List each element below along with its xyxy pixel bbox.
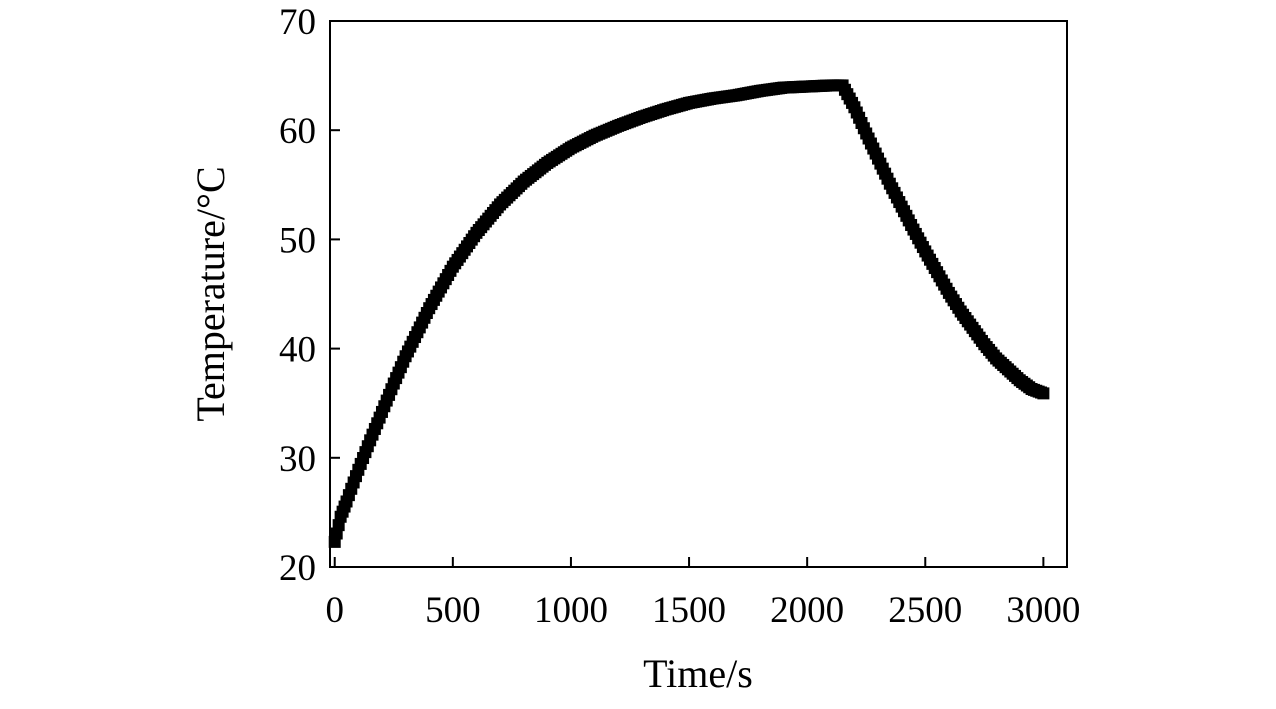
data-point <box>869 147 882 160</box>
data-point <box>397 355 410 368</box>
y-tick-label: 30 <box>279 439 316 480</box>
x-tick-label: 2500 <box>888 590 962 631</box>
data-point <box>857 122 870 135</box>
y-tick-label: 40 <box>279 330 316 371</box>
data-point <box>1035 386 1048 399</box>
x-axis-tick-labels: 0 500 1000 1500 2000 2500 3000 <box>325 590 1080 631</box>
y-axis-tick-labels: 20 30 40 50 60 70 <box>279 2 316 589</box>
data-point <box>332 519 345 532</box>
data-point <box>881 172 894 185</box>
x-axis-title: Time/s <box>643 651 753 696</box>
x-tick-label: 1000 <box>534 590 608 631</box>
plot-area-frame <box>329 20 1068 568</box>
x-axis-ticks <box>333 557 1045 567</box>
y-tick-label: 60 <box>279 111 316 152</box>
data-series-temperature <box>328 79 1050 548</box>
y-tick-label: 70 <box>279 2 316 43</box>
data-point <box>349 470 362 483</box>
data-point <box>361 440 374 453</box>
y-axis-ticks <box>330 20 340 568</box>
y-axis-title: Temperature/°C <box>188 166 233 421</box>
y-tick-label: 20 <box>279 548 316 589</box>
x-tick-label: 500 <box>425 590 481 631</box>
data-point <box>385 383 398 396</box>
x-tick-label: 1500 <box>652 590 726 631</box>
x-tick-label: 0 <box>325 590 344 631</box>
x-tick-label: 2000 <box>770 590 844 631</box>
data-point <box>373 411 386 424</box>
y-tick-label: 50 <box>279 220 316 261</box>
data-point <box>409 331 422 344</box>
data-point <box>893 196 906 209</box>
data-point <box>846 96 859 109</box>
x-tick-label: 3000 <box>1006 590 1080 631</box>
data-point <box>338 500 351 513</box>
